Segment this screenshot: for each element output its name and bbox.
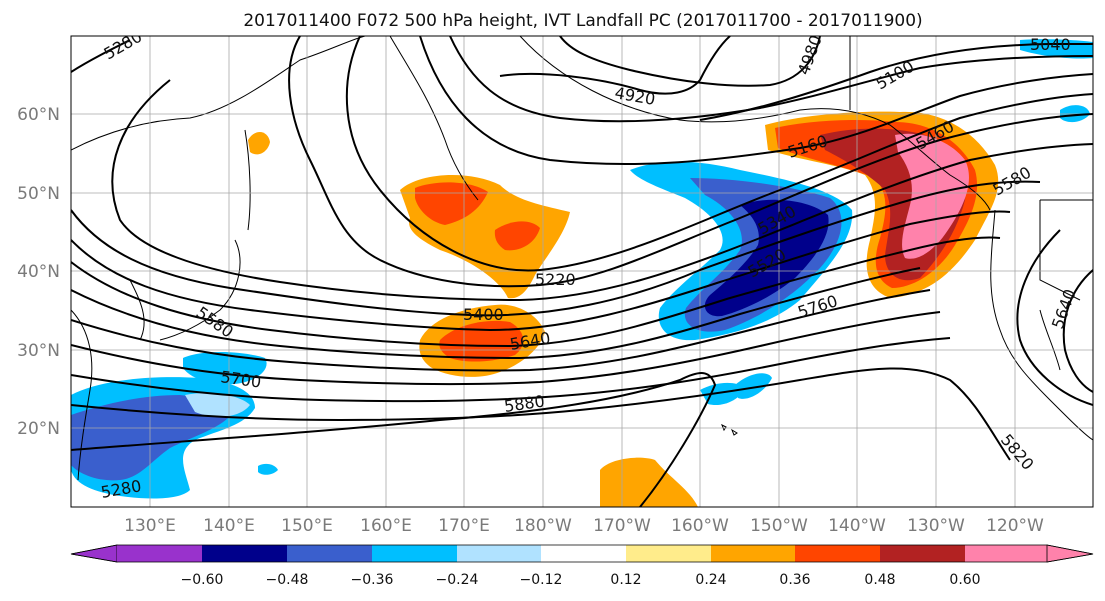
lat-label-50n: 50°N <box>17 184 60 204</box>
contour-5760 <box>71 337 951 403</box>
colorbar-outline <box>70 544 1094 563</box>
contour-5160 <box>419 36 1093 166</box>
colorbar-tick-label: −0.24 <box>436 572 479 588</box>
contour-5640-east <box>1062 269 1093 393</box>
colorbar-bin-3 <box>287 545 372 562</box>
colorbar-tick-label: −0.12 <box>520 572 563 588</box>
ivt-anomaly-hawaii-orange <box>600 457 698 507</box>
contour-label-5040: 5040 <box>1030 35 1071 54</box>
map-panel: 5280 4920 4980 5040 5100 5160 5220 5340 … <box>71 35 1093 507</box>
lat-label-30n: 30°N <box>17 341 60 361</box>
contour-5100 <box>449 36 1093 123</box>
colorbar-bin-5 <box>457 545 541 562</box>
colorbar: −0.60 −0.48 −0.36 −0.24 −0.12 0.12 0.24 … <box>70 544 1094 588</box>
lon-label-170e: 170°E <box>438 516 490 536</box>
contour-5280 <box>288 36 1093 288</box>
coastline-china <box>71 309 93 481</box>
coastlines <box>71 36 1093 481</box>
contour-5520 <box>71 236 1001 348</box>
ivt-anomaly-pacific-navy <box>704 199 829 317</box>
colorbar-tick-label: −0.60 <box>181 572 224 588</box>
lon-label-130e: 130°E <box>124 516 176 536</box>
coastline-northamerica <box>990 209 1093 441</box>
coastline-hawaii <box>721 423 738 436</box>
colorbar-bin-7 <box>626 545 711 562</box>
colorbar-tick-label: 0.12 <box>610 572 641 588</box>
contour-5640 <box>71 289 931 372</box>
lon-label-150w: 150°W <box>750 516 808 536</box>
contour-5700 <box>71 311 941 386</box>
contour-5340 <box>111 79 1093 302</box>
ivt-negative-anomalies <box>71 39 1093 499</box>
contour-label-5400: 5400 <box>463 305 504 324</box>
ivt-anomaly-japan-royal <box>71 395 229 481</box>
coastline-sakhalin <box>244 129 251 231</box>
coastline-state <box>1039 200 1081 301</box>
colorbar-extend-min <box>70 544 118 563</box>
colorbar-bin-4 <box>372 545 457 562</box>
map-title: 2017011400 F072 500 hPa height, IVT Land… <box>243 11 922 31</box>
ivt-anomaly-japan-light <box>185 393 250 417</box>
contour-5460 <box>71 210 1011 332</box>
colorbar-bin-11 <box>965 545 1047 562</box>
colorbar-bin-9 <box>795 545 880 562</box>
lon-label-160w: 160°W <box>671 516 729 536</box>
longitude-labels: 130°E 140°E 150°E 160°E 170°E 180°W 170°… <box>124 516 1044 536</box>
coastline-japan <box>159 239 241 341</box>
lat-label-60n: 60°N <box>17 105 60 125</box>
colorbar-tick-label: −0.36 <box>351 572 394 588</box>
lon-label-160e: 160°E <box>360 516 412 536</box>
colorbar-tick-label: 0.36 <box>779 572 810 588</box>
map-frame <box>70 35 1094 508</box>
colorbar-tick-label: −0.48 <box>266 572 309 588</box>
colorbar-bin-10 <box>880 545 965 562</box>
colorbar-bin-1 <box>117 545 202 562</box>
ivt-anomaly-gulf-sky <box>1060 105 1090 123</box>
contour-5820-east <box>1016 229 1093 406</box>
colorbar-bin-8 <box>711 545 795 562</box>
coastline-asia <box>71 36 366 151</box>
coastline-alaska <box>519 36 991 211</box>
lon-label-140w: 140°W <box>828 516 886 536</box>
lon-label-180w: 180°W <box>514 516 572 536</box>
colorbar-bin-6 <box>541 545 626 562</box>
ivt-anomaly-kuroshio-red <box>439 320 524 362</box>
lon-label-140e: 140°E <box>203 516 255 536</box>
colorbar-tick-labels: −0.60 −0.48 −0.36 −0.24 −0.12 0.12 0.24 … <box>181 572 981 588</box>
lon-label-120w: 120°W <box>986 516 1044 536</box>
contour-5820 <box>71 367 1011 461</box>
colorbar-tick-label: 0.24 <box>695 572 726 588</box>
colorbar-bin-2 <box>202 545 287 562</box>
ivt-anomaly-kamchatka-orange <box>248 131 270 155</box>
lon-label-170w: 170°W <box>593 516 651 536</box>
coastline-kamchatka <box>389 36 479 201</box>
colorbar-extend-max <box>1046 544 1094 563</box>
contour-5400 <box>71 180 1041 317</box>
ivt-anomaly-small-sky <box>258 463 278 475</box>
contour-5220 <box>345 36 1093 272</box>
contour-5880 <box>71 372 717 507</box>
contour-5580 <box>71 267 921 360</box>
lon-label-150e: 150°E <box>281 516 333 536</box>
coastline-baja <box>1039 309 1061 371</box>
lat-label-20n: 20°N <box>17 419 60 439</box>
contour-4920 <box>499 36 731 95</box>
coastline-korea <box>129 279 145 341</box>
ivt-anomaly-hawaii-sky <box>700 382 745 406</box>
height-contours <box>71 36 1093 507</box>
lat-label-40n: 40°N <box>17 262 60 282</box>
colorbar-tick-label: 0.60 <box>949 572 980 588</box>
contour-4980 <box>559 36 821 87</box>
contour-label-5220: 5220 <box>535 270 576 289</box>
colorbar-tick-label: 0.48 <box>864 572 895 588</box>
contour-5280-west <box>71 39 131 73</box>
ivt-anomaly-aleutian-red-2 <box>494 221 540 251</box>
lon-label-130w: 130°W <box>907 516 965 536</box>
ivt-anomaly-hawaii-sky-2 <box>735 373 772 399</box>
latitude-labels: 60°N 50°N 40°N 30°N 20°N <box>17 105 60 439</box>
